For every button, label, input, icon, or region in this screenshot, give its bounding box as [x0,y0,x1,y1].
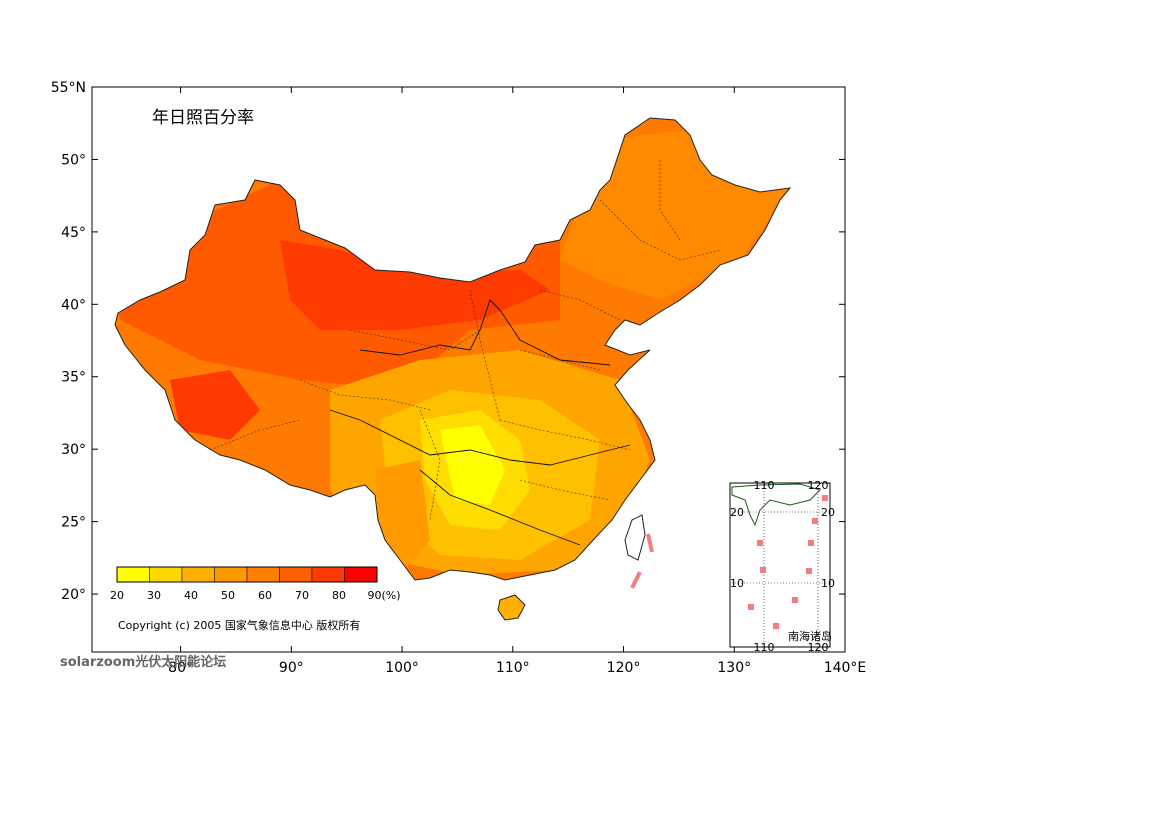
sunshine-heatmap [115,118,790,580]
legend-swatch [311,566,345,583]
map-title: 年日照百分率 [152,108,254,128]
legend-value-label: 20 [110,589,124,602]
lon-tick-label: 80° [168,660,193,676]
lon-tick-label: 100° [385,660,419,676]
lat-tick-label: 35° [61,370,86,386]
lat-tick-label: 40° [61,297,86,313]
lat-tick-label: 45° [61,225,86,241]
legend-value-label: 40 [184,589,198,602]
copyright-text: Copyright (c) 2005 国家气象信息中心 版权所有 [118,618,360,632]
sea-boundary [630,533,654,589]
south-china-sea-inset: 110 120 110 120 20 10 20 10 南海诸岛 [729,479,835,654]
inset-right-label-20: 20 [821,506,835,519]
legend-outline [116,566,378,583]
watermark-text: solarzoom光伏太阳能论坛 [60,654,226,670]
legend-swatch [279,566,313,583]
inset-left-label-20: 20 [730,506,744,519]
lat-tick-label: 50° [61,152,86,168]
rivers [329,299,631,546]
inset-top-label-120: 120 [808,479,829,492]
legend-value-label: 60 [258,589,272,602]
lon-tick-label: 140°E [824,660,867,676]
legend-value-label: 50 [221,589,235,602]
longitude-axis: 80° 90° 100° 110° 120° 130° 140°E [168,87,866,676]
legend-swatch [149,566,183,583]
china-outline [114,117,792,581]
legend-swatch [214,566,248,583]
legend-swatch [246,566,280,583]
legend-colorbar [116,566,378,583]
lon-tick-label: 90° [279,660,304,676]
legend-value-label: 70 [295,589,309,602]
inset-top-label-110: 110 [754,479,775,492]
inset-caption: 南海诸岛 [788,629,832,643]
legend-labels: 20 30 40 50 60 70 80 90(%) [110,589,401,602]
lon-tick-label: 120° [607,660,641,676]
inset-left-label-10: 10 [730,577,744,590]
legend-swatch [116,566,150,583]
inset-bottom-label-120: 120 [808,641,829,654]
inset-right-label-10: 10 [821,577,835,590]
province-boundaries [209,160,721,521]
inset-bottom-label-110: 110 [754,641,775,654]
hainan-island [497,594,526,621]
lat-tick-label: 30° [61,442,86,458]
legend-value-label: 90(%) [367,589,400,602]
inset-frame [729,482,831,648]
map-frame [91,86,846,653]
latitude-axis: 55°N 50° 45° 40° 35° 30° 25° 20° [51,80,845,603]
lat-tick-label: 20° [61,587,86,603]
lat-tick-label: 55°N [51,80,86,96]
legend-swatch [181,566,215,583]
lat-tick-label: 25° [61,515,86,531]
legend-value-label: 80 [332,589,346,602]
lon-tick-label: 110° [496,660,530,676]
legend-value-label: 30 [147,589,161,602]
taiwan-island [624,514,646,561]
lon-tick-label: 130° [717,660,751,676]
legend-swatch [344,566,378,583]
